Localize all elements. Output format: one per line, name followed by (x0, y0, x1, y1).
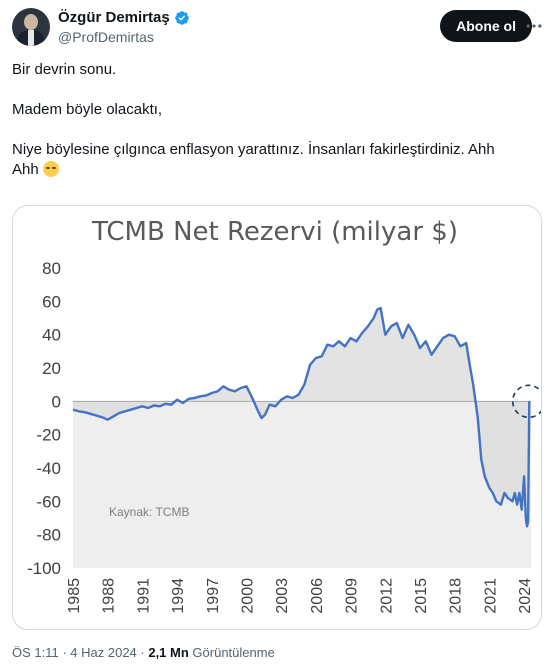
author-name-row[interactable]: Özgür Demirtaş (58, 9, 190, 26)
y-tick-label: 0 (52, 392, 61, 411)
y-tick-label: -100 (27, 559, 61, 578)
x-tick-label: 1988 (101, 578, 118, 614)
tweet-media-chart[interactable]: TCMB Net Rezervi (milyar $) 80 60 40 20 0 -20… (12, 205, 542, 630)
view-label: Görüntülenme (188, 645, 275, 660)
x-tick-label: 2009 (344, 578, 361, 614)
x-tick-label: 1991 (135, 578, 152, 614)
chart-title: TCMB Net Rezervi (milyar $) (91, 217, 458, 247)
author-name[interactable]: Özgür Demirtaş (58, 9, 170, 26)
x-tick-label: 2000 (240, 578, 257, 614)
x-tick-label: 2015 (413, 578, 430, 614)
x-tick-label: 2024 (517, 578, 534, 614)
tweet-line: Bir devrin sonu. (12, 61, 117, 78)
x-tick-label: 1994 (170, 578, 187, 614)
tweet-text: Bir devrin sonu. Madem böyle olacaktı, N… (12, 60, 538, 180)
y-tick-label: -20 (36, 426, 61, 445)
x-tick-label: 2018 (448, 578, 465, 614)
tweet-line-last: Ahh (12, 160, 538, 180)
author-handle[interactable]: @ProfDemirtas (58, 29, 154, 45)
series-line (72, 306, 531, 528)
x-tick-label: 2003 (274, 578, 291, 614)
tweet-meta: ÖS 1:11 · 4 Haz 2024 · 2,1 Mn Görüntülen… (12, 645, 275, 660)
y-tick-label: 40 (42, 326, 61, 345)
x-tick-label: 2012 (378, 578, 395, 614)
chart: TCMB Net Rezervi (milyar $) 80 60 40 20 0 -20… (27, 217, 541, 614)
follow-button[interactable]: Abone ol (440, 10, 532, 42)
y-tick-label: 60 (42, 292, 61, 311)
tweet-header: Özgür Demirtaş @ProfDemirtas Abone ol (12, 6, 542, 50)
highlight-circle (511, 384, 541, 419)
y-tick-label: -60 (36, 492, 61, 511)
y-tick-label: -80 (36, 526, 61, 545)
x-tick-label: 1985 (66, 578, 83, 614)
pensive-face-emoji (42, 161, 59, 177)
tweet-line: Madem böyle olacaktı, (12, 101, 163, 118)
tweet-timestamp[interactable]: ÖS 1:11 · 4 Haz 2024 · (12, 645, 149, 660)
chart-source-note: Kaynak: TCMB (109, 505, 189, 519)
avatar[interactable] (12, 8, 50, 46)
y-tick-label: -40 (36, 459, 61, 478)
more-options-icon[interactable] (524, 16, 544, 36)
y-tick-label: 80 (42, 259, 61, 278)
x-tick-label: 2021 (482, 578, 499, 614)
x-tick-label: 1997 (205, 578, 222, 614)
below-zero-band (73, 401, 531, 568)
x-tick-label: 2006 (309, 578, 326, 614)
y-tick-label: 20 (42, 359, 61, 378)
series-area (73, 308, 530, 527)
tweet-line: Ahh (12, 161, 39, 178)
view-count: 2,1 Mn (148, 645, 189, 660)
tweet-line: Niye böylesine çılgınca enflasyon yaratt… (12, 141, 495, 158)
verified-badge-icon (174, 10, 189, 25)
